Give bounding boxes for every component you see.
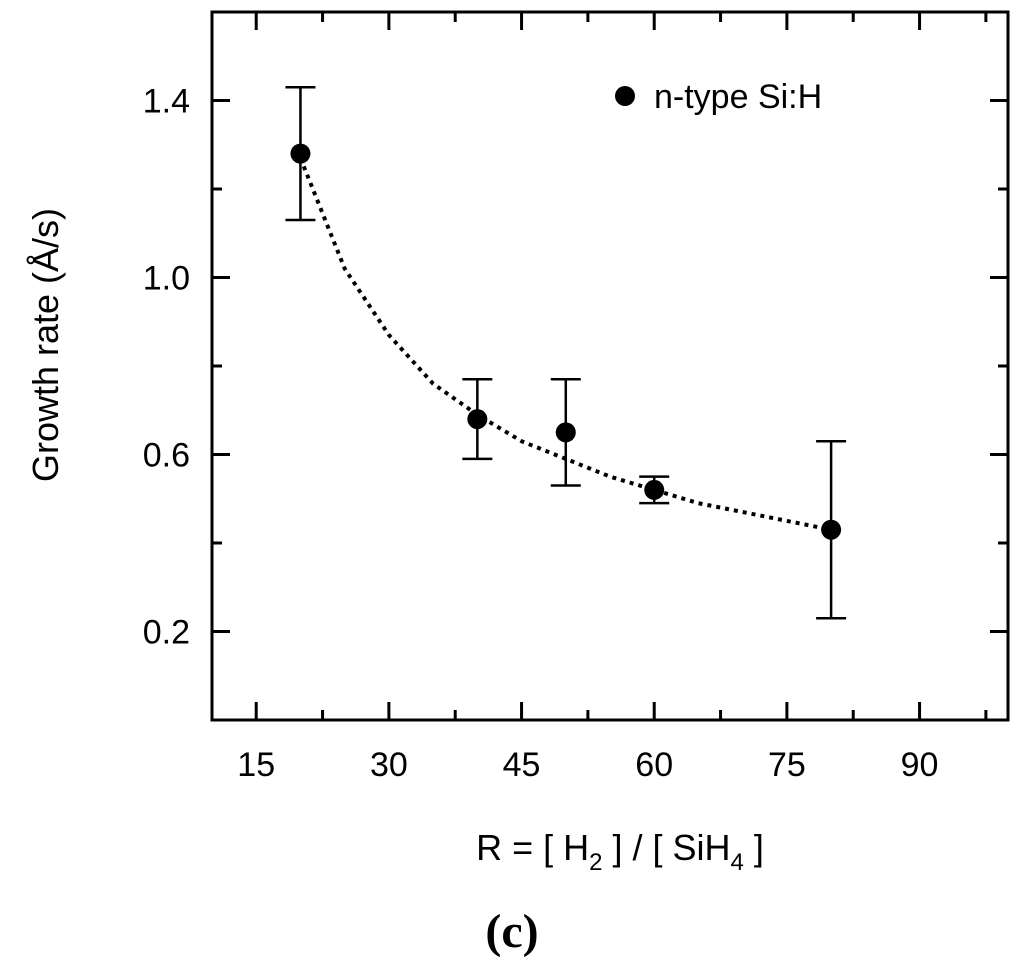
x-tick-label: 30 <box>370 746 408 784</box>
error-bars <box>285 85 847 620</box>
y-axis-tick-labels: 0.2 0.6 1.0 1.4 <box>143 83 190 652</box>
x-axis-title: R = [ H2 ] / [ SiH4 ] <box>476 827 764 876</box>
x-tick-label: 75 <box>768 746 806 784</box>
data-point <box>290 143 311 164</box>
x-tick-label: 45 <box>503 746 541 784</box>
y-tick-label: 1.0 <box>143 260 190 298</box>
x-axis-title-subscript: 2 <box>589 849 602 876</box>
data-point <box>821 519 842 540</box>
x-axis-tick-labels: 15 30 45 60 75 90 <box>237 746 938 784</box>
legend-marker <box>615 86 635 106</box>
y-tick-label: 0.2 <box>143 614 190 652</box>
data-point <box>644 479 665 500</box>
x-tick-label: 15 <box>237 746 275 784</box>
x-tick-label: 90 <box>901 746 939 784</box>
data-point <box>555 422 576 443</box>
x-tick-label: 60 <box>635 746 673 784</box>
data-points <box>290 143 842 540</box>
x-axis-title-part: ] / [ SiH <box>602 827 730 868</box>
y-axis-title: Growth rate (Å/s) <box>25 208 66 482</box>
panel-label: (c) <box>485 905 538 958</box>
plot-frame <box>210 10 1010 722</box>
x-axis-title-subscript: 4 <box>731 849 744 876</box>
data-point <box>467 409 488 430</box>
y-axis-ticks <box>212 10 1008 722</box>
y-tick-label: 1.4 <box>143 83 190 121</box>
x-axis-title-part: ] <box>744 827 764 868</box>
x-axis-title-part: R = [ H <box>476 827 589 868</box>
x-axis-ticks <box>254 12 988 720</box>
y-tick-label: 0.6 <box>143 437 190 475</box>
legend-label: n-type Si:H <box>654 78 822 116</box>
legend: n-type Si:H <box>615 78 822 116</box>
